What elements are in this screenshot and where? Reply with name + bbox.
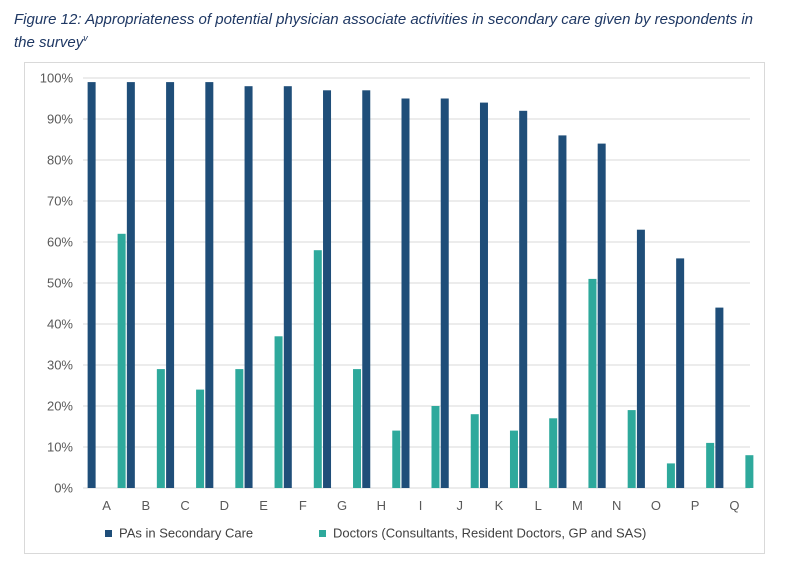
- bar-pas: [283, 86, 292, 488]
- bar-pas: [597, 143, 606, 488]
- x-tick-label: B: [142, 498, 151, 513]
- y-tick-label: 80%: [47, 153, 73, 168]
- x-tick-label: A: [102, 498, 111, 513]
- legend-label: Doctors (Consultants, Resident Doctors, …: [333, 526, 646, 541]
- bar-pas: [87, 82, 96, 488]
- bar-pas: [401, 98, 410, 488]
- bar-doctors: [431, 406, 440, 488]
- bar-doctors: [627, 410, 636, 488]
- caption-text: Figure 12: Appropriateness of potential …: [14, 11, 754, 51]
- y-tick-label: 70%: [47, 194, 73, 209]
- y-tick-label: 100%: [40, 71, 74, 86]
- bar-pas: [362, 90, 371, 489]
- bar-pas: [440, 98, 449, 488]
- y-tick-label: 0%: [54, 481, 73, 496]
- bar-pas: [676, 258, 685, 488]
- y-tick-label: 10%: [47, 440, 73, 455]
- bar-pas: [558, 135, 567, 488]
- y-tick-label: 60%: [47, 235, 73, 250]
- bar-doctors: [588, 278, 597, 488]
- legend-swatch: [319, 530, 326, 537]
- x-tick-label: P: [691, 498, 700, 513]
- bar-pas: [479, 102, 488, 488]
- bar-pas: [126, 82, 135, 488]
- y-tick-label: 50%: [47, 276, 73, 291]
- bar-doctors: [666, 463, 675, 488]
- bar-doctors: [274, 336, 283, 488]
- bar-pas: [519, 110, 528, 489]
- bar-doctors: [313, 250, 322, 488]
- y-tick-label: 90%: [47, 112, 73, 127]
- y-tick-label: 40%: [47, 317, 73, 332]
- bar-doctors: [392, 430, 401, 488]
- bar-doctors: [117, 233, 126, 488]
- x-tick-label: L: [535, 498, 542, 513]
- bar-pas: [715, 307, 724, 488]
- bar-doctors: [156, 369, 165, 488]
- bar-pas: [244, 86, 253, 488]
- x-tick-label: Q: [729, 498, 739, 513]
- y-tick-label: 30%: [47, 358, 73, 373]
- x-tick-label: J: [456, 498, 463, 513]
- chart-frame: [24, 62, 765, 554]
- x-tick-label: C: [180, 498, 189, 513]
- bar-doctors: [706, 442, 715, 488]
- x-tick-label: I: [419, 498, 423, 513]
- bar-doctors: [745, 455, 754, 488]
- x-tick-label: F: [299, 498, 307, 513]
- figure-caption: Figure 12: Appropriateness of potential …: [14, 10, 774, 52]
- bar-doctors: [353, 369, 362, 488]
- bar-pas: [166, 82, 175, 488]
- bar-doctors: [549, 418, 558, 488]
- caption-superscript: v: [83, 33, 88, 43]
- bar-pas: [636, 229, 645, 488]
- x-tick-label: K: [495, 498, 504, 513]
- legend-label: PAs in Secondary Care: [119, 526, 253, 541]
- x-tick-label: N: [612, 498, 621, 513]
- bar-pas: [323, 90, 332, 489]
- x-tick-label: H: [377, 498, 386, 513]
- x-tick-label: O: [651, 498, 661, 513]
- legend-swatch: [105, 530, 112, 537]
- bar-pas: [205, 82, 214, 488]
- bar-doctors: [470, 414, 479, 488]
- x-tick-label: E: [259, 498, 268, 513]
- x-tick-label: M: [572, 498, 583, 513]
- bar-doctors: [235, 369, 244, 488]
- x-tick-label: G: [337, 498, 347, 513]
- y-tick-label: 20%: [47, 399, 73, 414]
- bar-doctors: [196, 389, 205, 488]
- x-tick-label: D: [220, 498, 229, 513]
- bar-doctors: [509, 430, 518, 488]
